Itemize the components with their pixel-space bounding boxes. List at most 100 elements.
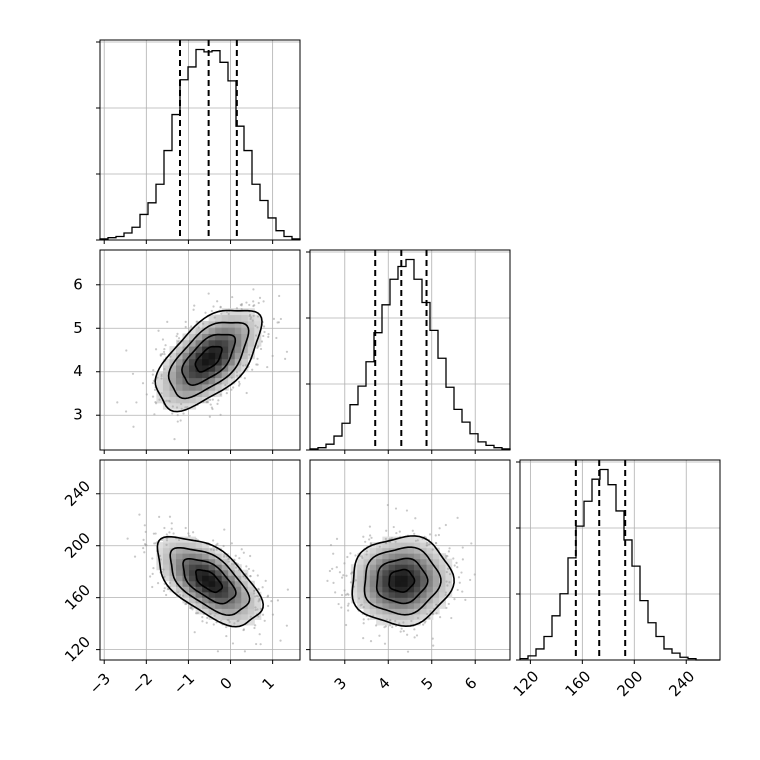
sample-point xyxy=(124,410,128,413)
sample-point xyxy=(235,307,239,310)
sample-point xyxy=(160,373,163,376)
sample-point xyxy=(335,566,338,569)
sample-point xyxy=(254,606,257,609)
density-cell xyxy=(369,580,377,587)
sample-point xyxy=(385,529,388,532)
sample-point xyxy=(219,305,222,308)
density-cell xyxy=(241,591,249,598)
sample-point xyxy=(357,597,361,600)
y-tick-label: 120 xyxy=(61,633,94,666)
sample-point xyxy=(227,560,230,563)
sample-point xyxy=(251,319,254,322)
sample-point xyxy=(362,535,365,538)
sample-point xyxy=(253,595,257,598)
density-cell xyxy=(195,608,203,615)
density-cell xyxy=(202,371,210,379)
density-cell xyxy=(195,586,203,593)
sample-point xyxy=(270,600,273,603)
density-cell xyxy=(234,619,242,626)
sample-point xyxy=(184,325,187,329)
density-cell xyxy=(189,597,197,604)
sample-point xyxy=(337,602,340,606)
sample-point xyxy=(162,350,166,353)
sample-point xyxy=(414,539,417,542)
density-cell xyxy=(176,346,184,353)
sample-point xyxy=(428,617,431,620)
density-cell xyxy=(388,619,396,626)
sample-point xyxy=(219,619,223,622)
histogram-bin xyxy=(446,387,454,450)
sample-point xyxy=(367,618,370,621)
histogram-bin xyxy=(358,386,366,450)
contour-line xyxy=(181,333,237,387)
panel-content xyxy=(310,460,510,660)
density-cell xyxy=(234,314,242,322)
sample-point xyxy=(434,541,437,545)
sample-point xyxy=(262,325,266,328)
density-cell xyxy=(357,564,364,571)
sample-point xyxy=(138,513,141,516)
sample-point xyxy=(413,636,416,639)
sample-point xyxy=(446,584,449,587)
density-cell xyxy=(382,602,390,609)
density-cell xyxy=(432,558,440,565)
sample-point xyxy=(347,602,350,605)
sample-point xyxy=(126,537,129,540)
density-cell xyxy=(432,608,440,615)
density-cell xyxy=(413,553,421,560)
density-cell xyxy=(357,575,364,582)
density-cell xyxy=(426,547,434,554)
density-cell xyxy=(228,308,236,316)
density-cell xyxy=(401,608,409,615)
sample-point xyxy=(245,391,248,395)
sample-point xyxy=(171,405,174,408)
density-cell xyxy=(363,608,371,615)
density-cell xyxy=(350,580,358,587)
density-cell xyxy=(208,352,216,360)
sample-point xyxy=(365,550,368,553)
density-cell xyxy=(363,580,371,587)
sample-point xyxy=(227,312,230,316)
histogram-bin xyxy=(268,218,276,240)
density-cell xyxy=(234,586,242,593)
density-cell xyxy=(241,358,249,366)
density-cell xyxy=(215,314,223,322)
density-cell xyxy=(215,608,223,615)
sample-point xyxy=(461,558,464,561)
sample-point xyxy=(392,525,395,529)
density-cell xyxy=(215,371,223,379)
density-cell xyxy=(369,597,377,604)
histogram-bin xyxy=(544,637,552,660)
density-cell xyxy=(221,308,229,316)
density-cell xyxy=(234,602,242,609)
density-cell xyxy=(241,314,249,322)
density-cell xyxy=(388,542,396,549)
density-cell xyxy=(439,558,446,565)
density-cell xyxy=(413,569,421,576)
sample-point xyxy=(176,420,179,423)
density-cell xyxy=(241,346,249,353)
histogram-bin xyxy=(560,594,568,660)
density-cell xyxy=(156,383,164,391)
sample-point xyxy=(209,398,212,401)
density-cell xyxy=(195,320,203,328)
sample-point xyxy=(206,400,209,404)
density-cell xyxy=(202,547,210,554)
density-cell xyxy=(395,597,402,604)
density-cell xyxy=(376,542,383,549)
sample-point xyxy=(175,335,178,338)
density-cell xyxy=(228,371,236,379)
sample-point xyxy=(201,616,204,619)
density-cell xyxy=(254,597,262,604)
sample-point xyxy=(195,538,198,541)
histogram-bin xyxy=(196,50,204,240)
sample-point xyxy=(158,398,161,401)
density-cell xyxy=(202,553,210,560)
density-cell xyxy=(426,558,434,565)
sample-point xyxy=(167,399,171,403)
density-cell xyxy=(221,383,229,391)
sample-point xyxy=(455,561,458,564)
sample-point xyxy=(222,555,226,558)
density-cell xyxy=(208,602,216,609)
sample-point xyxy=(179,402,183,406)
